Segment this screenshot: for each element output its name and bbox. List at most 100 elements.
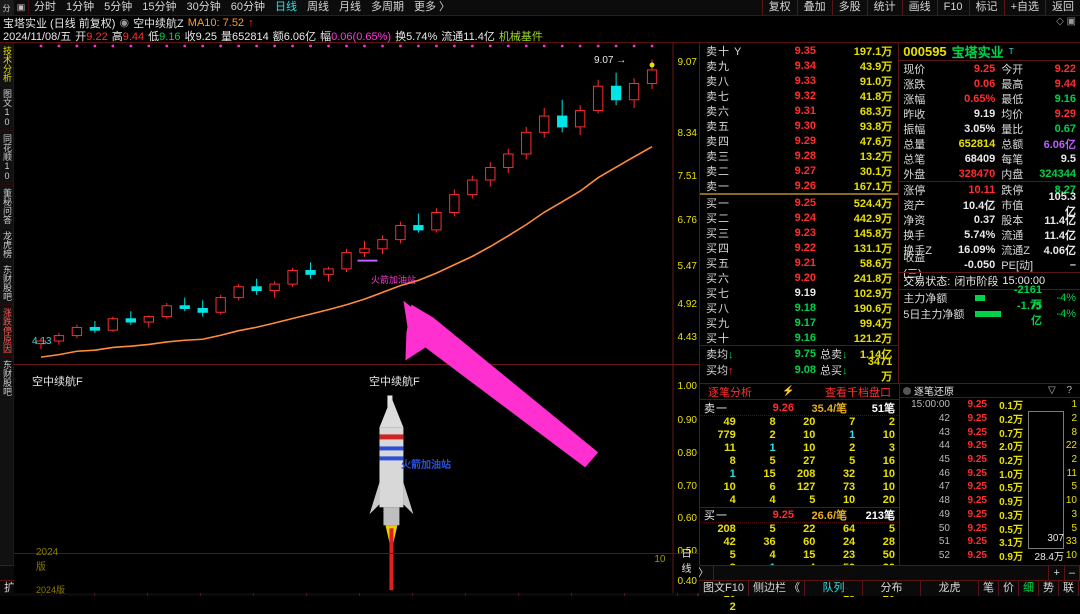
header-sector-tag[interactable]: 机械基件: [498, 30, 543, 43]
buy-row-6[interactable]: 买七 9.19 102.9万: [700, 285, 898, 300]
period-1[interactable]: 1分钟: [66, 1, 95, 13]
window-icon[interactable]: ▣: [14, 0, 29, 15]
indicator-name[interactable]: 空中续航Z: [133, 17, 184, 30]
toolbar-action-2[interactable]: 多股: [831, 0, 867, 15]
tick-row-4[interactable]: 45 9.25 0.2万 2: [900, 453, 1080, 467]
sell-row-9[interactable]: 卖一 9.26 167.1万: [700, 178, 898, 193]
indicator-tail-0[interactable]: +: [1049, 566, 1065, 580]
buy-row-0[interactable]: 买一 9.25 524.4万: [700, 195, 898, 210]
tick-row-8[interactable]: 49 9.25 0.3万 3: [900, 508, 1080, 522]
toolbar-action-1[interactable]: 叠加: [796, 0, 832, 15]
function-tab-7[interactable]: 联: [1059, 581, 1080, 596]
indicator-item-17[interactable]: 〉: [694, 566, 714, 580]
candle-20: [395, 225, 406, 241]
tick-volume-box: [1028, 411, 1064, 549]
sell-row-1[interactable]: 卖九 9.34 43.9万: [700, 58, 898, 73]
toolbar-action-6[interactable]: 标记: [968, 0, 1004, 15]
sell-row-5[interactable]: 卖五 9.30 93.8万: [700, 118, 898, 133]
period-2[interactable]: 5分钟: [104, 1, 133, 13]
tick-row-10[interactable]: 51 9.25 3.1万 33: [900, 535, 1080, 549]
sell-row-7[interactable]: 卖三 9.28 13.2万: [700, 148, 898, 163]
header-field-value-6: 0.06(0.65%): [331, 30, 392, 43]
tick-time-1: 42: [938, 413, 950, 425]
sidebar-item-3[interactable]: 董秘问答: [0, 185, 13, 228]
period-4[interactable]: 30分钟: [186, 1, 221, 13]
tick-row-12[interactable]: 539.251.9万20: [900, 562, 1080, 565]
sell-row-price-8: 9.27: [794, 164, 816, 177]
buy-grid-cell-1-2: 60: [803, 536, 816, 548]
function-tab-4[interactable]: 价: [999, 581, 1020, 596]
function-tab-2[interactable]: 龙虎: [921, 581, 980, 596]
ma-arrow-icon: ↑: [248, 16, 254, 29]
buy-row-7[interactable]: 买八 9.18 190.6万: [700, 300, 898, 315]
sidebar-item-4[interactable]: 龙虎榜: [0, 228, 13, 262]
function-right-0[interactable]: 图文F10: [699, 581, 749, 596]
period-10[interactable]: 更多 〉: [414, 1, 451, 13]
tick-row-2[interactable]: 43 9.25 0.7万 8: [900, 425, 1080, 440]
sell-row-2[interactable]: 卖八 9.33 91.0万: [700, 73, 898, 88]
period-8[interactable]: 月线: [339, 1, 361, 13]
period-3[interactable]: 15分钟: [142, 1, 177, 13]
tick-list-header-icons[interactable]: ▽ ?: [1047, 385, 1076, 396]
quote-primary-label-0: 现价: [903, 63, 926, 76]
sell-row-vol-2: 91.0万: [859, 75, 893, 88]
function-tab-0[interactable]: 队列: [805, 581, 864, 596]
sidebar-item-7[interactable]: 东财股吧: [0, 357, 13, 400]
toolbar-action-0[interactable]: 复权: [761, 0, 797, 15]
sidebar-item-6[interactable]: 涨跌停原因: [0, 305, 13, 357]
header-right-icons[interactable]: ◇ ▣: [1056, 16, 1076, 27]
function-tab-3[interactable]: 笔: [979, 581, 1000, 596]
period-7[interactable]: 周线: [307, 1, 329, 13]
period-9[interactable]: 多周期: [371, 1, 404, 13]
globe-icon[interactable]: ◉: [119, 17, 130, 29]
tick-row-0[interactable]: 15:00:00 9.25 0.1万 1: [900, 398, 1080, 412]
tick-list-body[interactable]: 307 28.4万 15:00:00 9.25 0.1万 1 42 9.25 0.2万 2 43…: [900, 398, 1080, 565]
period-0[interactable]: 分时: [34, 1, 56, 13]
sell-grid-cell-5-1: 6: [769, 481, 776, 493]
buy-row-4[interactable]: 买五 9.21 58.6万: [700, 255, 898, 270]
header-field-6: 幅0.06(0.65%): [320, 28, 391, 44]
sidebar-item-0[interactable]: 技术分析: [0, 43, 13, 86]
tick-row-11[interactable]: 52 9.25 0.9万 10: [900, 549, 1080, 563]
sell-row-6[interactable]: 卖四 9.29 47.6万: [700, 133, 898, 148]
toolbar-action-8[interactable]: 返回: [1045, 0, 1080, 15]
tick-row-6[interactable]: 47 9.25 0.5万 5: [900, 480, 1080, 494]
sidebar-item-5[interactable]: 东财股吧: [0, 262, 13, 305]
toolbar-action-7[interactable]: +自选: [1003, 0, 1045, 15]
tick-row-3[interactable]: 44 9.25 2.0万 22: [900, 439, 1080, 453]
buy-row-2[interactable]: 买三 9.23 145.8万: [700, 225, 898, 240]
buy-row-1[interactable]: 买二 9.24 442.9万: [700, 210, 898, 225]
sell-grid-cell-2-0: 11: [724, 442, 736, 454]
view-depth-link[interactable]: 查看千档盘口: [824, 386, 891, 399]
sell-row-0[interactable]: 卖十 Y 9.35 197.1万: [700, 43, 898, 58]
buy-row-8[interactable]: 买九 9.17 99.4万: [700, 315, 898, 330]
buy-row-label-7: 买八: [706, 302, 730, 315]
function-right-1[interactable]: 侧边栏 《: [749, 581, 806, 596]
function-tab-6[interactable]: 势: [1039, 581, 1060, 596]
sell-row-4[interactable]: 卖六 9.31 68.3万: [700, 103, 898, 118]
sell-row-3[interactable]: 卖七 9.32 41.8万: [700, 88, 898, 103]
tick-row-5[interactable]: 46 9.25 1.0万 11: [900, 466, 1080, 481]
toolbar-action-5[interactable]: F10: [936, 0, 969, 15]
sell-row-price-9: 9.26: [794, 179, 816, 192]
period-6[interactable]: 日线: [275, 1, 297, 13]
function-tab-5[interactable]: 细: [1019, 581, 1040, 596]
sell-row-8[interactable]: 卖二 9.27 30.1万: [700, 163, 898, 178]
function-tab-1[interactable]: 分布: [863, 581, 922, 596]
toolbar-action-3[interactable]: 统计: [866, 0, 902, 15]
trade-status-row: 交易状态: 闭市阶段 15:00:00: [899, 273, 1080, 289]
vertical-tab-intraday[interactable]: 分时走势: [0, 0, 14, 15]
sell-grid-row-1: 779 2 10 1 10: [700, 429, 899, 442]
indicator-tail-1[interactable]: –: [1065, 566, 1080, 580]
tick-row-7[interactable]: 48 9.25 0.9万 10: [900, 494, 1080, 508]
tick-row-1[interactable]: 42 9.25 0.2万 2: [900, 412, 1080, 426]
sidebar-item-2[interactable]: 同花顺10: [0, 131, 13, 185]
toolbar-action-4[interactable]: 画线: [901, 0, 937, 15]
buy-row-9[interactable]: 买十 9.16 121.2万: [700, 330, 898, 345]
tick-row-9[interactable]: 50 9.25 0.5万 5: [900, 521, 1080, 536]
period-5[interactable]: 60分钟: [230, 1, 265, 13]
price-chart[interactable]: 9.07 8.34 7.51 6.76 5.47 4.92 4.43 1.00 0.90 0.8…: [14, 43, 700, 595]
sidebar-item-1[interactable]: 图文10: [0, 86, 13, 131]
buy-row-5[interactable]: 买六 9.20 241.8万: [700, 270, 898, 285]
buy-row-3[interactable]: 买四 9.22 131.1万: [700, 240, 898, 255]
